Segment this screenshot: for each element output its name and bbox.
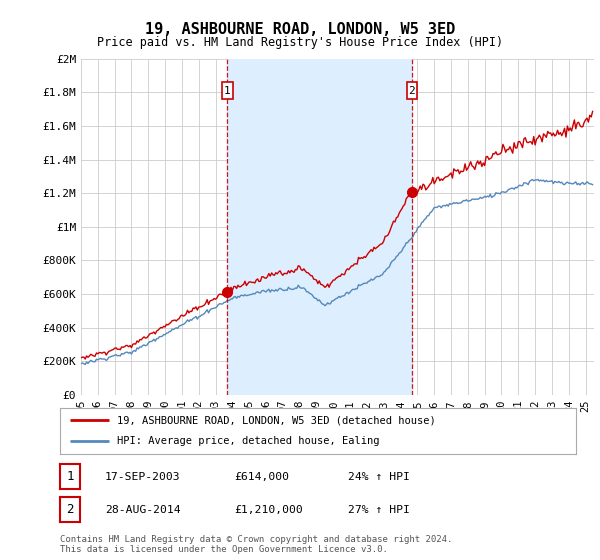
Text: 24% ↑ HPI: 24% ↑ HPI	[348, 472, 410, 482]
Text: 28-AUG-2014: 28-AUG-2014	[105, 505, 181, 515]
Text: 17-SEP-2003: 17-SEP-2003	[105, 472, 181, 482]
Bar	[227, 59, 412, 395]
Text: £614,000: £614,000	[234, 472, 289, 482]
Text: Price paid vs. HM Land Registry's House Price Index (HPI): Price paid vs. HM Land Registry's House …	[97, 36, 503, 49]
Text: 27% ↑ HPI: 27% ↑ HPI	[348, 505, 410, 515]
Text: 19, ASHBOURNE ROAD, LONDON, W5 3ED: 19, ASHBOURNE ROAD, LONDON, W5 3ED	[145, 22, 455, 38]
Text: 2: 2	[66, 503, 74, 516]
Text: 2: 2	[408, 86, 415, 96]
FancyBboxPatch shape	[223, 82, 233, 99]
Text: 1: 1	[66, 470, 74, 483]
FancyBboxPatch shape	[407, 82, 417, 99]
Text: Contains HM Land Registry data © Crown copyright and database right 2024.
This d: Contains HM Land Registry data © Crown c…	[60, 535, 452, 554]
Text: HPI: Average price, detached house, Ealing: HPI: Average price, detached house, Eali…	[117, 436, 379, 446]
Text: 1: 1	[224, 86, 231, 96]
Text: £1,210,000: £1,210,000	[234, 505, 303, 515]
Text: 19, ASHBOURNE ROAD, LONDON, W5 3ED (detached house): 19, ASHBOURNE ROAD, LONDON, W5 3ED (deta…	[117, 415, 436, 425]
